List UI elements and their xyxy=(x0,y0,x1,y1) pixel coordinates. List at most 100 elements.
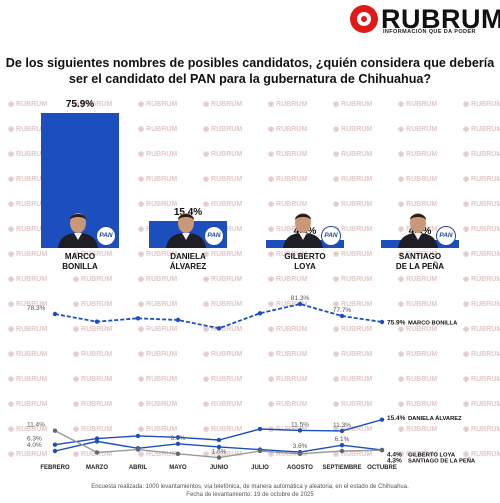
watermark-text: ◉ RUBRUM xyxy=(463,426,500,433)
series-end-value: 4.3% xyxy=(387,458,402,465)
watermark-text: ◉ RUBRUM xyxy=(203,101,243,108)
data-point xyxy=(216,444,222,450)
data-point xyxy=(257,426,263,432)
footer-date: Fecha de levantamiento: 19 de octubre de… xyxy=(186,492,314,498)
watermark-text: ◉ RUBRUM xyxy=(268,401,308,408)
watermark-text: ◉ RUBRUM xyxy=(398,101,438,108)
series-end-value: 15.4% xyxy=(387,415,406,422)
watermark-text: ◉ RUBRUM xyxy=(73,451,113,458)
watermark-text: ◉ RUBRUM xyxy=(398,276,438,283)
watermark-text: ◉ RUBRUM xyxy=(268,251,308,258)
watermark-text: ◉ RUBRUM xyxy=(8,401,48,408)
watermark-text: ◉ RUBRUM xyxy=(203,426,243,433)
watermark-text: ◉ RUBRUM xyxy=(333,251,373,258)
pan-logo-icon: PAN xyxy=(96,226,116,246)
candidate-name-line: DE LA PEÑA xyxy=(395,262,445,271)
data-point xyxy=(135,433,141,439)
watermark-text: ◉ RUBRUM xyxy=(138,451,178,458)
candidate-name-line: SANTIAGO xyxy=(398,252,442,261)
month-tick-label: MARZO xyxy=(86,465,108,470)
data-point xyxy=(216,455,222,460)
watermark-text: ◉ RUBRUM xyxy=(333,401,373,408)
bar-value-label: 75.9% xyxy=(65,99,95,111)
watermark-text: ◉ RUBRUM xyxy=(268,101,308,108)
month-tick-label: SEPTIEMBRE xyxy=(322,465,361,470)
watermark-text: ◉ RUBRUM xyxy=(398,176,438,183)
watermark-text: ◉ RUBRUM xyxy=(138,176,178,183)
footer-methodology: Encuesta realizada: 1000 levantamientos,… xyxy=(91,484,409,490)
data-label: 6.3% xyxy=(27,436,42,443)
watermark-text: ◉ RUBRUM xyxy=(398,126,438,133)
watermark-text: ◉ RUBRUM xyxy=(73,401,113,408)
watermark-text: ◉ RUBRUM xyxy=(463,451,500,458)
data-point xyxy=(52,311,58,317)
month-tick-label: JUNIO xyxy=(210,465,229,470)
watermark-text: ◉ RUBRUM xyxy=(8,176,48,183)
rubrum-logo-icon xyxy=(350,5,378,33)
candidate-photo xyxy=(279,210,327,253)
candidate-name: GILBERTO LOYA xyxy=(265,252,345,272)
candidate-photo xyxy=(54,210,102,253)
data-label: 1.6% xyxy=(212,449,227,456)
trend-line-chart: 78.3% 81.3% 77.7% 75.9% MARCO BONILLA 6.3% 11.… xyxy=(27,295,476,470)
watermark-text: ◉ RUBRUM xyxy=(8,151,48,158)
data-point xyxy=(339,428,345,434)
watermark-text: ◉ RUBRUM xyxy=(73,276,113,283)
survey-question: De los siguientes nombres de posibles ca… xyxy=(5,56,495,86)
watermark-text: ◉ RUBRUM xyxy=(138,101,178,108)
data-point xyxy=(257,311,263,316)
candidate-name-line: LOYA xyxy=(294,262,316,271)
data-point xyxy=(339,443,345,448)
data-point xyxy=(94,450,100,455)
watermark-text: ◉ RUBRUM xyxy=(333,126,373,133)
watermark-text: ◉ RUBRUM xyxy=(463,376,500,383)
watermark-text: ◉ RUBRUM xyxy=(138,326,178,333)
data-point xyxy=(257,448,263,454)
watermark-text: ◉ RUBRUM xyxy=(463,226,500,233)
watermark-text: ◉ RUBRUM xyxy=(333,176,373,183)
pan-logo-icon: PAN xyxy=(204,226,224,246)
watermark-text: ◉ RUBRUM xyxy=(333,226,373,233)
pan-logo-icon: PAN xyxy=(436,226,456,246)
data-point xyxy=(175,317,181,323)
watermark-text: ◉ RUBRUM xyxy=(333,326,373,333)
data-label: 81.3% xyxy=(291,295,310,302)
candidate-photo xyxy=(394,210,442,253)
data-point xyxy=(379,319,385,325)
watermark-text: ◉ RUBRUM xyxy=(268,176,308,183)
data-point xyxy=(52,448,58,454)
data-point xyxy=(94,439,100,444)
survey-footer: Encuesta realizada: 1000 levantamientos,… xyxy=(0,483,500,499)
brand-name: RUBRUM xyxy=(381,4,500,34)
watermark-text: ◉ RUBRUM xyxy=(73,301,113,308)
watermark-text: ◉ RUBRUM xyxy=(8,226,48,233)
watermark-text: ◉ RUBRUM xyxy=(138,151,178,158)
data-point xyxy=(297,301,303,307)
watermark-text: ◉ RUBRUM xyxy=(398,351,438,358)
watermark-text: ◉ RUBRUM xyxy=(138,301,178,308)
watermark-text: ◉ RUBRUM xyxy=(463,151,500,158)
watermark-text: ◉ RUBRUM xyxy=(333,101,373,108)
data-point xyxy=(379,417,385,422)
watermark-text: ◉ RUBRUM xyxy=(203,201,243,208)
watermark-text: ◉ RUBRUM xyxy=(398,201,438,208)
data-point xyxy=(175,441,181,446)
watermark-text: ◉ RUBRUM xyxy=(463,126,500,133)
watermark-text: ◉ RUBRUM xyxy=(73,351,113,358)
pan-logo-icon: PAN xyxy=(321,226,341,246)
candidate-name: MARCO BONILLA xyxy=(40,252,120,272)
watermark-text: ◉ RUBRUM xyxy=(203,401,243,408)
candidate-photo xyxy=(162,210,210,253)
month-tick-label: AGOSTO xyxy=(287,465,313,470)
watermark-text: ◉ RUBRUM xyxy=(8,276,48,283)
watermark-text: ◉ RUBRUM xyxy=(8,101,48,108)
watermark-text: ◉ RUBRUM xyxy=(138,426,178,433)
watermark-text: ◉ RUBRUM xyxy=(333,376,373,383)
watermark-text: ◉ RUBRUM xyxy=(268,326,308,333)
watermark-text: ◉ RUBRUM xyxy=(138,126,178,133)
candidate-name-line: MARCO xyxy=(64,252,96,261)
data-label: 3.6% xyxy=(293,443,308,450)
data-label: 11.3% xyxy=(333,422,351,429)
data-point xyxy=(379,448,385,453)
watermark-text: ◉ RUBRUM xyxy=(203,301,243,308)
